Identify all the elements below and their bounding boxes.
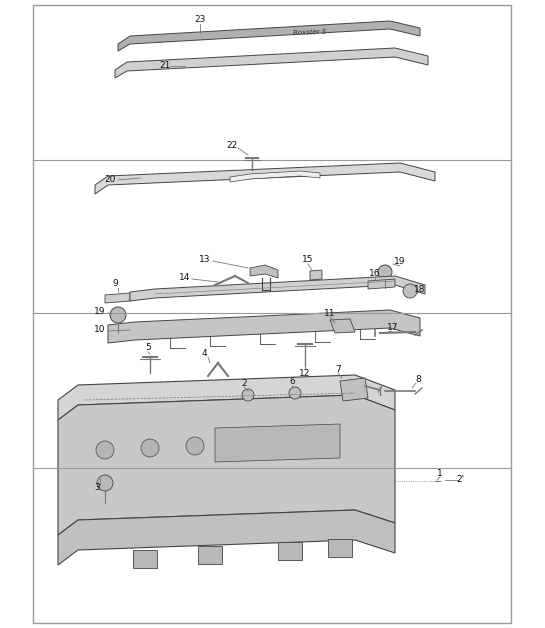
Polygon shape (133, 550, 157, 568)
Text: 8: 8 (415, 376, 421, 384)
Circle shape (378, 265, 392, 279)
Text: 23: 23 (195, 16, 205, 24)
Text: 1: 1 (437, 468, 443, 477)
Polygon shape (215, 424, 340, 462)
Text: 2': 2' (456, 475, 464, 484)
Polygon shape (95, 163, 435, 194)
Polygon shape (278, 542, 302, 560)
Polygon shape (328, 539, 352, 557)
Circle shape (403, 284, 417, 298)
Circle shape (97, 475, 113, 491)
Text: 19: 19 (394, 257, 405, 266)
Polygon shape (198, 546, 222, 564)
Text: 4: 4 (201, 350, 207, 359)
Circle shape (186, 437, 204, 455)
Text: 6: 6 (289, 377, 295, 386)
Text: 12: 12 (299, 369, 311, 377)
Text: 3: 3 (94, 484, 100, 492)
Text: 2: 2 (241, 379, 247, 389)
Polygon shape (230, 171, 320, 182)
Circle shape (96, 441, 114, 459)
Circle shape (242, 389, 254, 401)
Text: 5: 5 (145, 344, 151, 352)
Polygon shape (340, 378, 368, 401)
Text: 19: 19 (94, 308, 106, 317)
Text: 14: 14 (179, 274, 191, 283)
Text: 17: 17 (387, 323, 399, 332)
Text: 9: 9 (112, 279, 118, 288)
Text: Boxster S: Boxster S (293, 28, 327, 36)
Circle shape (141, 439, 159, 457)
Polygon shape (115, 48, 428, 78)
Circle shape (289, 387, 301, 399)
Text: 18: 18 (414, 286, 426, 295)
Bar (33, 5, 511, 623)
Polygon shape (310, 270, 322, 280)
Polygon shape (58, 375, 395, 420)
Text: 10: 10 (94, 325, 106, 335)
Polygon shape (250, 265, 278, 278)
Text: 7: 7 (335, 365, 341, 374)
Polygon shape (118, 21, 420, 51)
Polygon shape (58, 395, 395, 535)
Circle shape (110, 307, 126, 323)
Text: 13: 13 (199, 256, 211, 264)
Polygon shape (130, 276, 425, 301)
Text: 21: 21 (159, 62, 171, 70)
Text: 16: 16 (370, 269, 381, 278)
Text: 20: 20 (104, 175, 116, 185)
Polygon shape (330, 319, 355, 333)
Polygon shape (58, 510, 395, 565)
Text: 22: 22 (226, 141, 238, 151)
Text: 11: 11 (324, 308, 336, 318)
Text: 15: 15 (302, 256, 314, 264)
Polygon shape (105, 293, 130, 303)
Polygon shape (368, 279, 395, 289)
Polygon shape (108, 310, 420, 343)
